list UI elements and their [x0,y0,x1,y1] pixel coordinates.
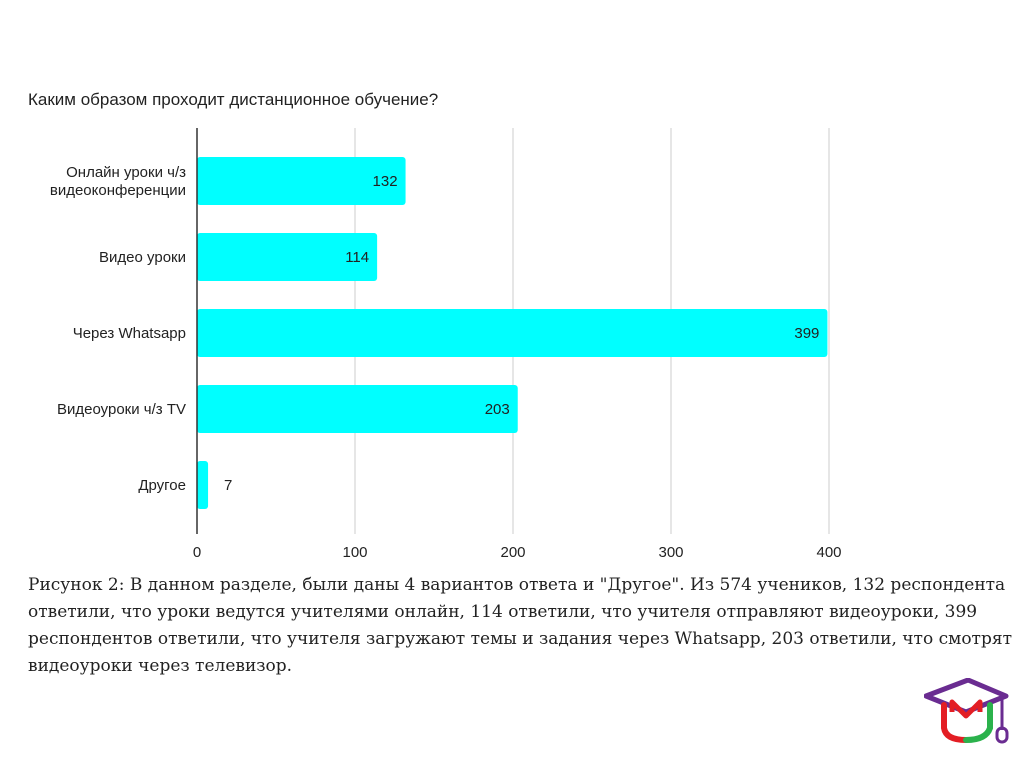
data-label: 132 [373,173,398,190]
category-label: Онлайн уроки ч/з [66,164,186,181]
x-tick-label: 300 [658,544,683,561]
graduation-cap-icon [924,678,1009,744]
value-labels: 132 114 399 203 7 [224,173,819,494]
category-label: Видео уроки [99,249,186,266]
category-label: видеоконференции [50,182,186,199]
category-label: Через Whatsapp [73,325,186,342]
data-label: 399 [794,325,819,342]
x-tick-label: 400 [816,544,841,561]
figure-caption: Рисунок 2: В данном разделе, были даны 4… [28,575,1012,676]
category-label: Видеоуроки ч/з TV [57,401,186,418]
x-tick-label: 0 [193,544,201,561]
bar [197,461,209,509]
data-label: 114 [345,249,369,266]
bar [197,309,828,357]
bar [197,233,378,281]
category-label: Другое [138,477,186,494]
x-tick-labels: 0 100 200 300 400 [193,544,842,561]
bar [197,385,518,433]
data-label: 7 [224,477,232,494]
chart-title: Каким образом проходит дистанционное обу… [28,90,439,109]
x-tick-label: 100 [342,544,367,561]
data-label: 203 [485,401,510,418]
bars [197,157,828,509]
x-tick-label: 200 [500,544,525,561]
bar [197,157,406,205]
